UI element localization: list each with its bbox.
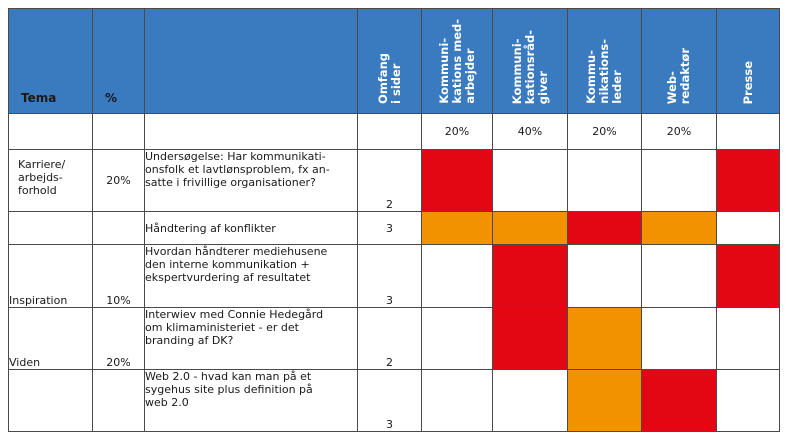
role-cell: [567, 149, 642, 212]
header-role-label: Presse: [740, 60, 755, 104]
header-row: Tema % Omfang i sider Kommuni- kations m…: [8, 8, 780, 114]
omfang-cell: 2: [357, 307, 422, 370]
topic-cell: Undersøgelse: Har kommunikati- onsfolk e…: [144, 149, 358, 212]
tema-cell: Inspiration: [8, 244, 93, 308]
role-cell: [421, 244, 493, 308]
role-cell: [716, 244, 780, 308]
topic-cell: Hvordan håndterer mediehusene den intern…: [144, 244, 358, 308]
empty-cell: [357, 113, 422, 150]
table-row: Viden 20% Interwiev med Connie Hedegård …: [8, 307, 780, 370]
role-percent-row: 20% 40% 20% 20%: [8, 113, 780, 150]
omfang-cell: 2: [357, 149, 422, 212]
header-omfang-label: Omfang i sider: [375, 53, 403, 104]
role-cell: [567, 307, 642, 370]
role-percent: [716, 113, 780, 150]
header-topic: [144, 8, 358, 114]
table-row: Inspiration 10% Hvordan håndterer medieh…: [8, 244, 780, 308]
role-cell: [492, 307, 568, 370]
role-cell: [567, 369, 642, 432]
role-cell: [567, 244, 642, 308]
tema-cell: Karriere/ arbejds- forhold: [8, 149, 93, 212]
topic-cell: Interwiev med Connie Hedegård om klimami…: [144, 307, 358, 370]
percent-cell: [92, 369, 145, 432]
tema-cell: Viden: [8, 307, 93, 370]
role-cell: [641, 369, 717, 432]
role-cell: [492, 244, 568, 308]
role-cell: [716, 149, 780, 212]
header-role-label: Kommu- nikations- leder: [584, 39, 624, 104]
role-cell: [641, 211, 717, 245]
role-cell: [421, 211, 493, 245]
omfang-cell: 3: [357, 211, 422, 245]
topic-cell: Håndtering af konflikter: [144, 211, 358, 245]
header-role-label: Kommuni- kations med- arbejder: [436, 19, 477, 104]
role-percent: 20%: [567, 113, 642, 150]
header-omfang: Omfang i sider: [357, 8, 422, 114]
role-percent: 40%: [492, 113, 568, 150]
role-cell: [567, 211, 642, 245]
role-cell: [641, 307, 717, 370]
header-role-label: Kommuni- kationsråd- giver: [509, 29, 550, 104]
role-cell: [421, 149, 493, 212]
empty-cell: [8, 113, 93, 150]
empty-cell: [144, 113, 358, 150]
header-role-5: Presse: [716, 8, 780, 114]
header-role-2: Kommuni- kationsråd- giver: [492, 8, 568, 114]
tema-cell: [8, 211, 93, 245]
header-percent: %: [92, 8, 145, 114]
percent-cell: 20%: [92, 307, 145, 370]
table-row: Karriere/ arbejds- forhold 20% Undersøge…: [8, 149, 780, 212]
percent-cell: 10%: [92, 244, 145, 308]
content-plan-table: Tema % Omfang i sider Kommuni- kations m…: [8, 8, 780, 432]
role-cell: [421, 307, 493, 370]
header-role-3: Kommu- nikations- leder: [567, 8, 642, 114]
role-cell: [421, 369, 493, 432]
role-cell: [716, 369, 780, 432]
table-row: Håndtering af konflikter 3: [8, 211, 780, 245]
tema-cell: [8, 369, 93, 432]
topic-cell: Web 2.0 - hvad kan man på et sygehus sit…: [144, 369, 358, 432]
percent-cell: [92, 211, 145, 245]
header-role-1: Kommuni- kations med- arbejder: [421, 8, 493, 114]
role-cell: [716, 307, 780, 370]
role-cell: [492, 211, 568, 245]
role-cell: [641, 149, 717, 212]
omfang-cell: 3: [357, 244, 422, 308]
role-cell: [492, 369, 568, 432]
omfang-cell: 3: [357, 369, 422, 432]
role-percent: 20%: [641, 113, 717, 150]
header-role-4: Web- redaktør: [641, 8, 717, 114]
role-cell: [716, 211, 780, 245]
header-role-label: Web- redaktør: [665, 47, 692, 104]
percent-cell: 20%: [92, 149, 145, 212]
role-cell: [641, 244, 717, 308]
table-row: Web 2.0 - hvad kan man på et sygehus sit…: [8, 369, 780, 432]
role-cell: [492, 149, 568, 212]
role-percent: 20%: [421, 113, 493, 150]
header-tema: Tema: [8, 8, 93, 114]
empty-cell: [92, 113, 145, 150]
